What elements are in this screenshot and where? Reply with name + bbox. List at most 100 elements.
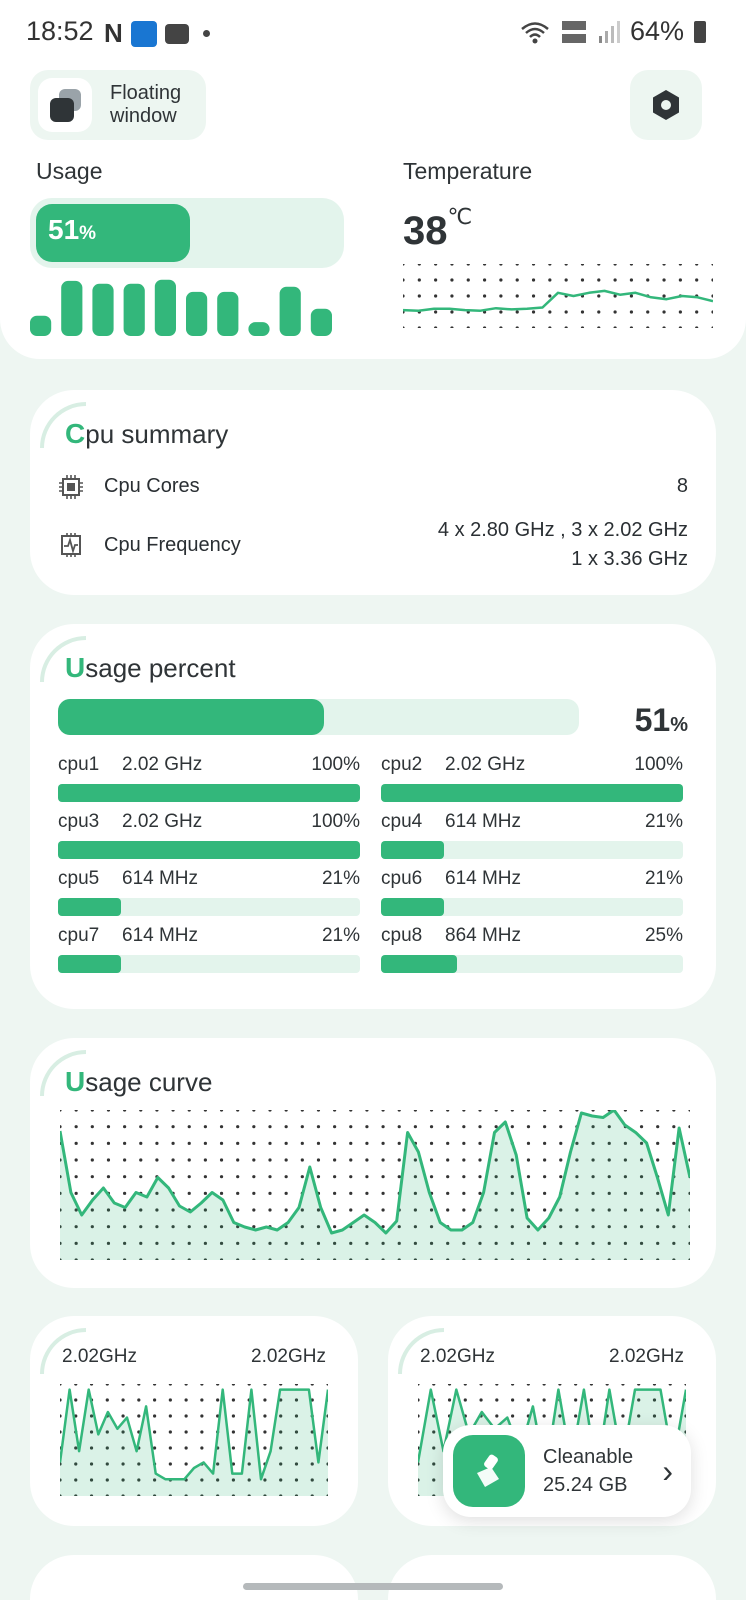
- grid-dot: [152, 1430, 157, 1434]
- grid-dot: [90, 1158, 94, 1162]
- cleanable-button[interactable]: Cleanable 25.24 GB ›: [443, 1425, 691, 1517]
- grid-dot: [203, 1208, 207, 1212]
- grid-dot: [574, 1384, 578, 1386]
- grid-dot: [349, 1141, 353, 1145]
- grid-dot: [597, 310, 601, 314]
- grid-dot: [684, 1430, 686, 1434]
- core-usage-bar: [381, 784, 683, 802]
- grid-dot: [252, 1208, 256, 1212]
- grid-dot: [548, 278, 552, 282]
- grid-dot: [429, 1208, 434, 1212]
- grid-dot: [656, 1158, 660, 1162]
- grid-dot: [564, 310, 568, 314]
- grid-dot: [432, 1414, 436, 1418]
- grid-dot: [543, 1191, 547, 1195]
- grid-dot: [432, 1384, 436, 1386]
- grid-dot: [268, 1175, 272, 1179]
- chip-icon: [59, 474, 83, 499]
- grid-dot: [316, 1258, 321, 1260]
- grid-dot: [413, 1110, 417, 1112]
- grid-dot: [559, 1125, 563, 1129]
- core-percent: 100%: [311, 754, 360, 775]
- grid-dot: [639, 1158, 644, 1162]
- grid-dot: [200, 1494, 204, 1496]
- grid-dot: [397, 1225, 401, 1229]
- grid-dot: [494, 1110, 498, 1112]
- grid-dot: [495, 1384, 499, 1386]
- grid-dot: [279, 1398, 283, 1402]
- grid-dot: [105, 1398, 109, 1402]
- core-graph-freq-right: 2.02GHz: [609, 1346, 684, 1367]
- grid-dot: [263, 1478, 267, 1482]
- grid-dot: [672, 1110, 676, 1112]
- usage-history-bar: [186, 291, 208, 336]
- grid-dot: [591, 1175, 595, 1179]
- grid-dot: [294, 1478, 299, 1482]
- core-graph-card-1[interactable]: 2.02GHz 2.02GHz: [30, 1316, 358, 1526]
- grid-dot: [548, 310, 552, 314]
- grid-dot: [219, 1175, 224, 1179]
- grid-dot: [462, 1241, 466, 1245]
- grid-dot: [678, 278, 682, 282]
- cleanable-label: Cleanable 25.24 GB: [543, 1446, 634, 1496]
- grid-dot: [279, 1462, 283, 1466]
- grid-dot: [74, 1258, 78, 1260]
- grid-dot: [446, 1175, 450, 1179]
- grid-dot: [450, 310, 454, 314]
- grid-dot: [219, 1125, 224, 1129]
- grid-dot: [662, 310, 666, 314]
- core-usage-bar: [58, 898, 360, 916]
- cpu-frequency-label: Cpu Frequency: [104, 533, 241, 556]
- grid-dot: [607, 1208, 611, 1212]
- grid-dot: [252, 1125, 256, 1129]
- floating-window-button[interactable]: Floating window: [30, 70, 206, 140]
- core-frequency: 614 MHz: [122, 868, 199, 889]
- grid-dot: [494, 1241, 498, 1245]
- grid-dot: [672, 1191, 676, 1195]
- grid-dot: [589, 1398, 594, 1402]
- grid-dot: [152, 1478, 157, 1482]
- grid-dot: [60, 1398, 62, 1402]
- grid-dot: [646, 326, 650, 328]
- grid-dot: [90, 1241, 94, 1245]
- grid-dot: [466, 278, 470, 282]
- grid-dot: [510, 1110, 514, 1112]
- grid-dot: [231, 1446, 236, 1450]
- grid-dot: [184, 1384, 188, 1386]
- grid-dot: [252, 1191, 256, 1195]
- grid-dot: [559, 1110, 563, 1112]
- usage-history-bar: [92, 283, 114, 336]
- next-card-peek: [30, 1555, 358, 1600]
- grid-dot: [74, 1208, 78, 1212]
- grid-dot: [106, 1258, 111, 1260]
- grid-dot: [695, 264, 699, 266]
- usage-history-bars: [30, 279, 332, 336]
- cpu-frequency-value: 4 x 2.80 GHz , 3 x 2.02 GHz 1 x 3.36 GHz: [437, 519, 688, 570]
- home-indicator[interactable]: [243, 1583, 503, 1590]
- core-name: cpu4: [381, 811, 423, 832]
- grid-dot: [413, 1191, 417, 1195]
- grid-dot: [333, 1141, 337, 1145]
- grid-dot: [365, 1141, 369, 1145]
- grid-dot: [678, 326, 682, 328]
- settings-button[interactable]: [630, 70, 702, 140]
- grid-dot: [168, 1398, 172, 1402]
- core-usage-graph: [60, 1384, 328, 1496]
- grid-dot: [187, 1191, 191, 1195]
- grid-dot: [90, 1225, 94, 1229]
- grid-dot: [300, 1141, 304, 1145]
- grid-dot: [432, 1446, 436, 1450]
- grid-dot: [121, 1462, 125, 1466]
- grid-dot: [495, 1398, 499, 1402]
- grid-dot: [90, 1191, 94, 1195]
- grid-dot: [187, 1258, 191, 1260]
- grid-dot: [621, 1414, 625, 1418]
- core-row-cpu6: cpu6 614 MHz 21%: [381, 868, 683, 918]
- grid-dot: [466, 326, 470, 328]
- grid-dot: [106, 1158, 111, 1162]
- grid-dot: [688, 1241, 690, 1245]
- grid-dot: [300, 1241, 304, 1245]
- grid-dot: [106, 1125, 111, 1129]
- grid-dot: [672, 1125, 676, 1129]
- overview-panel: Floating window Usage 51% Temperature 38…: [0, 64, 746, 359]
